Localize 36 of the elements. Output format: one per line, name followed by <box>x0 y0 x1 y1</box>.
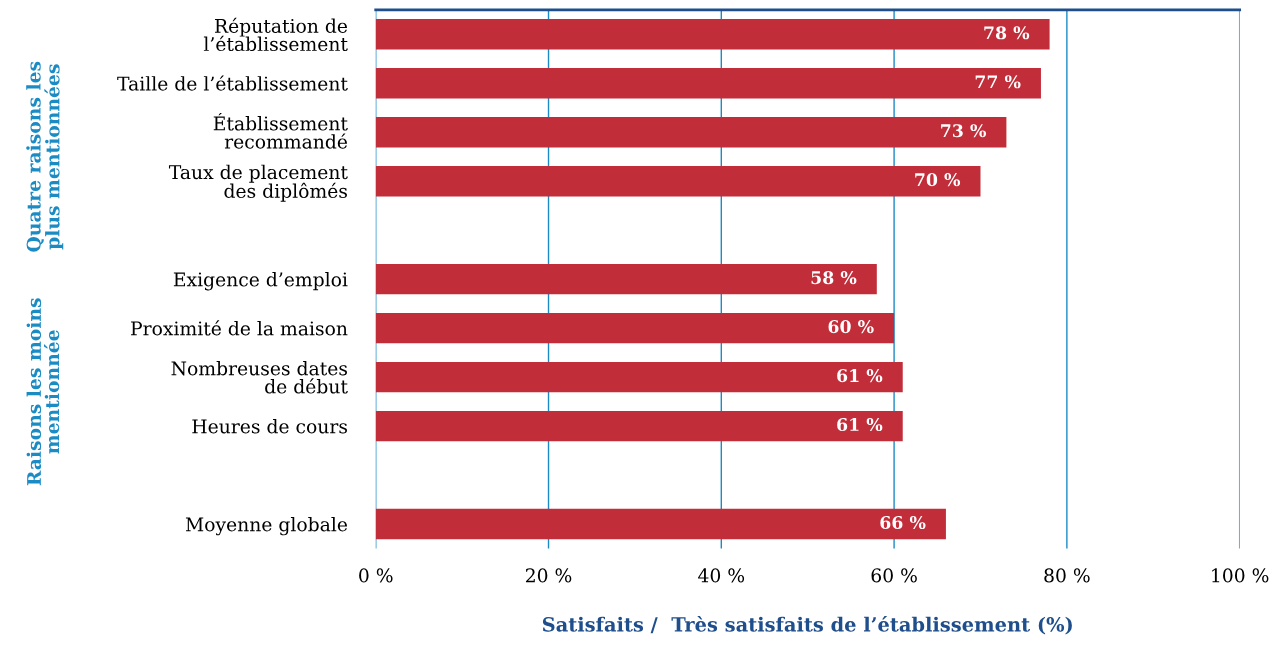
x-tick-label: 0 % <box>359 568 393 583</box>
text: Quatre raisons les plus mentionnées <box>26 61 64 252</box>
bar <box>375 117 1007 148</box>
bar <box>375 166 981 197</box>
bar <box>375 263 877 295</box>
y-tick-label: Proximité de la maison <box>131 320 348 336</box>
y-tick-label: Heures de cours <box>192 418 347 434</box>
x-tick-label: 100 % <box>1212 568 1269 583</box>
bar <box>375 68 1041 99</box>
x-tick-label: 40 % <box>698 568 745 583</box>
x-axis-title: Satisfaits / Très satisfaits de l’établissement (%) <box>542 615 1072 635</box>
data-label: 58 % <box>811 271 857 285</box>
bar <box>375 508 946 540</box>
data-label: 66 % <box>880 515 926 530</box>
data-label: 60 % <box>828 320 874 334</box>
bar <box>375 361 903 393</box>
bar <box>375 312 895 344</box>
bar <box>375 410 903 442</box>
text: Raisons les moins mentionnée <box>26 298 60 486</box>
y-tick-label: Exigence d’emploi <box>173 272 348 291</box>
data-label: 61 % <box>837 417 883 432</box>
y-tick-label: Nombreuses dates de début <box>171 360 348 394</box>
x-tick-label: 80 % <box>1044 568 1090 583</box>
bar <box>375 19 1050 50</box>
y-tick-label: Établissement recommandé <box>213 112 348 149</box>
data-label: 61 % <box>837 369 883 383</box>
data-label: 77 % <box>975 75 1021 89</box>
y-tick-label: Réputation de l’établissement <box>203 17 348 52</box>
y-tick-label: Taux de placement des diplômés <box>168 164 348 202</box>
data-label: 73 % <box>941 124 987 138</box>
data-label: 78 % <box>984 26 1030 40</box>
y-tick-label: Taille de l’établissement <box>117 75 348 91</box>
x-tick-label: 60 % <box>871 568 917 583</box>
y-tick-label: Moyenne globale <box>185 516 348 536</box>
x-tick-label: 20 % <box>525 568 572 583</box>
data-label: 70 % <box>915 173 961 187</box>
